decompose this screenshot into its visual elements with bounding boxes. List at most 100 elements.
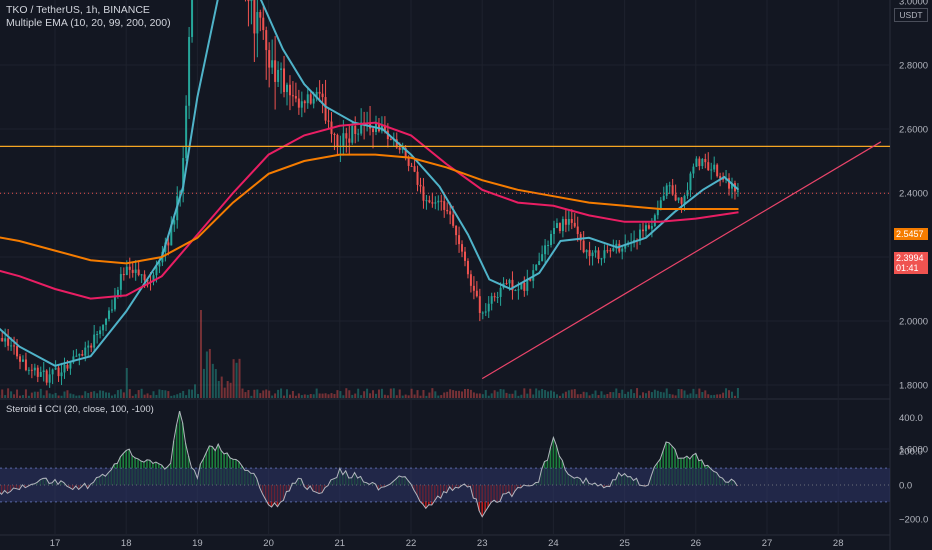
volume-bar bbox=[615, 388, 618, 398]
candle-body bbox=[558, 223, 561, 232]
volume-bar bbox=[238, 358, 241, 398]
volume-bar bbox=[674, 395, 677, 398]
volume-bar bbox=[158, 389, 161, 398]
candle-body bbox=[496, 296, 499, 298]
volume-bar bbox=[407, 395, 410, 398]
candle-body bbox=[704, 158, 707, 163]
volume-bar bbox=[383, 394, 386, 398]
volume-bar bbox=[90, 391, 93, 398]
symbol-legend[interactable]: TKO / TetherUS, 1h, BINANCE bbox=[6, 4, 150, 16]
volume-bar bbox=[627, 391, 630, 398]
candle-body bbox=[639, 229, 642, 241]
volume-bar bbox=[113, 394, 116, 398]
volume-bar bbox=[404, 394, 407, 398]
volume-bar bbox=[140, 388, 143, 398]
volume-bar bbox=[523, 388, 526, 398]
volume-bar bbox=[1, 389, 4, 398]
volume-bar bbox=[321, 393, 324, 398]
candle-body bbox=[576, 226, 579, 235]
candle-body bbox=[155, 266, 158, 276]
candle-body bbox=[87, 345, 90, 348]
candle-body bbox=[271, 60, 274, 68]
candle-body bbox=[60, 372, 63, 377]
volume-bar bbox=[241, 388, 244, 398]
candle-body bbox=[695, 158, 698, 167]
volume-bar bbox=[167, 391, 170, 398]
volume-bar bbox=[30, 392, 33, 398]
y-tick-label: 1.8000 bbox=[899, 381, 928, 392]
ema-legend[interactable]: Multiple EMA (10, 20, 99, 200, 200) bbox=[6, 17, 171, 29]
candle-body bbox=[650, 225, 653, 229]
candle-body bbox=[555, 223, 558, 228]
volume-bar bbox=[597, 395, 600, 398]
volume-bar bbox=[573, 389, 576, 398]
volume-bar bbox=[366, 388, 369, 398]
volume-bar bbox=[363, 391, 366, 398]
cci-legend[interactable]: Steroid ℹ CCI (20, close, 100, -100) bbox=[6, 404, 154, 415]
candle-body bbox=[443, 201, 446, 210]
x-tick-label: 20 bbox=[263, 538, 274, 549]
volume-bar bbox=[389, 388, 392, 398]
volume-bar bbox=[395, 395, 398, 398]
candle-body bbox=[671, 185, 674, 195]
candle-body bbox=[469, 274, 472, 286]
volume-bar bbox=[567, 390, 570, 398]
candle-body bbox=[665, 185, 668, 196]
candle-body bbox=[713, 164, 716, 170]
volume-bar bbox=[730, 391, 733, 398]
candle-body bbox=[472, 285, 475, 291]
candle-body bbox=[505, 283, 508, 285]
volume-bar bbox=[514, 390, 517, 398]
volume-bar bbox=[360, 395, 363, 398]
y-tick-label: 2.6000 bbox=[899, 125, 928, 136]
volume-bar bbox=[223, 387, 226, 398]
volume-bar bbox=[668, 393, 671, 398]
candle-body bbox=[422, 186, 425, 201]
volume-bar bbox=[259, 393, 262, 398]
volume-bar bbox=[146, 393, 149, 398]
candle-body bbox=[7, 338, 10, 346]
volume-bar bbox=[374, 393, 377, 398]
volume-bar bbox=[99, 390, 102, 398]
candle-body bbox=[152, 275, 155, 282]
volume-bar bbox=[591, 393, 594, 398]
volume-bar bbox=[505, 392, 508, 398]
candle-body bbox=[579, 234, 582, 241]
volume-bar bbox=[641, 392, 644, 398]
candle-body bbox=[39, 371, 42, 377]
candle-body bbox=[125, 266, 128, 276]
candle-body bbox=[567, 218, 570, 225]
volume-bar bbox=[449, 389, 452, 398]
x-tick-label: 18 bbox=[121, 538, 132, 549]
volume-bar bbox=[535, 388, 538, 398]
volume-bar bbox=[710, 395, 713, 398]
currency-label[interactable]: USDT bbox=[894, 8, 928, 22]
x-tick-label: 25 bbox=[619, 538, 630, 549]
volume-bar bbox=[134, 394, 137, 398]
volume-bar bbox=[244, 392, 247, 398]
candle-body bbox=[81, 354, 84, 356]
volume-bar bbox=[428, 392, 431, 398]
volume-bar bbox=[51, 394, 54, 398]
candle-body bbox=[291, 95, 294, 97]
volume-bar bbox=[194, 384, 197, 398]
candle-body bbox=[90, 345, 93, 348]
candle-body bbox=[105, 318, 108, 325]
candle-body bbox=[425, 200, 428, 202]
candle-body bbox=[624, 244, 627, 249]
volume-bar bbox=[576, 394, 579, 398]
candle-body bbox=[395, 139, 398, 148]
volume-bar bbox=[644, 393, 647, 398]
volume-bar bbox=[446, 391, 449, 398]
candle-body bbox=[10, 345, 13, 347]
candle-body bbox=[324, 97, 327, 121]
volume-bar bbox=[69, 393, 72, 398]
candle-body bbox=[585, 250, 588, 253]
volume-bar bbox=[713, 394, 716, 398]
volume-bar bbox=[351, 394, 354, 398]
candle-body bbox=[318, 91, 321, 94]
candle-body bbox=[564, 219, 567, 225]
volume-bar bbox=[422, 390, 425, 398]
candle-body bbox=[277, 69, 280, 82]
